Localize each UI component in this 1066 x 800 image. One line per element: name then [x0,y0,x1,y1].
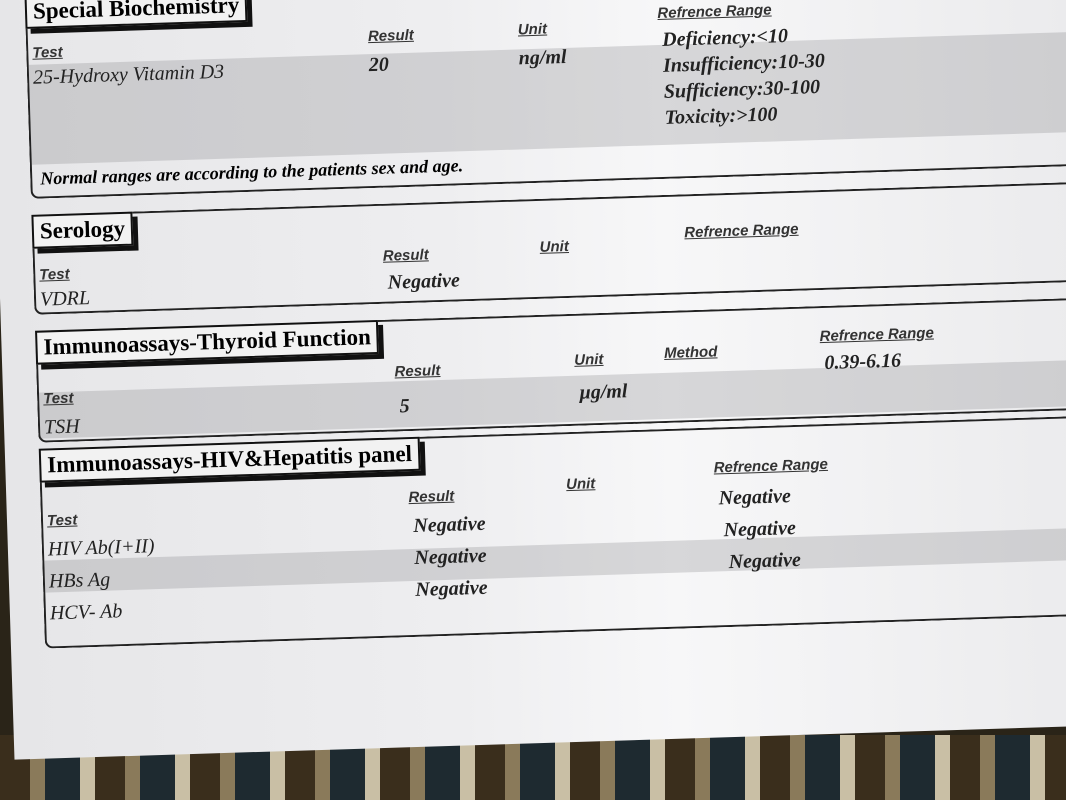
section-hiv-hepatitis-panel: Immunoassays-HIV&Hepatitis panel Test Re… [38,415,1066,649]
header-unit: Unit [565,475,596,494]
header-reference: Refrence Range [713,455,829,477]
test-result: Negative [414,544,487,569]
header-result: Result [394,362,441,381]
test-result: Negative [413,512,486,537]
row-shade [44,527,1066,593]
section-title: Special Biochemistry [24,0,248,29]
test-result: 5 [399,395,410,418]
test-reference: Negative [728,548,802,574]
header-unit: Unit [517,20,548,39]
header-test: Test [32,43,63,62]
lab-report-sheet: Special Biochemistry Test Result Unit Re… [0,0,1066,760]
reference-line: Toxicity:>100 [664,103,778,129]
header-test: Test [46,511,78,530]
test-result: Negative [387,269,461,294]
header-test: Test [42,389,74,408]
header-unit: Unit [539,237,570,256]
test-result: Negative [415,576,488,601]
test-reference: Negative [718,485,792,510]
test-name: VDRL [39,287,91,311]
header-result: Result [408,487,455,507]
test-unit: ng/ml [518,45,567,70]
header-reference: Refrence Range [819,324,935,346]
test-reference: 0.39-6.16 [824,349,902,374]
test-unit: µg/ml [578,380,628,404]
reference-line: Sufficiency:30-100 [663,75,821,103]
header-reference: Refrence Range [657,1,772,23]
header-unit: Unit [573,350,604,369]
section-title: Immunoassays-HIV&Hepatitis panel [38,436,421,483]
test-name: TSH [43,415,80,439]
header-result: Result [367,26,415,46]
header-method: Method [663,343,718,363]
test-name: HBs Ag [48,568,111,593]
header-reference: Refrence Range [684,220,799,242]
section-special-biochemistry: Special Biochemistry Test Result Unit Re… [24,0,1066,199]
header-test: Test [39,265,70,284]
test-name: HIV Ab(I+II) [47,535,155,561]
section-title: Immunoassays-Thyroid Function [35,319,380,365]
section-serology: Serology Test Result Unit Refrence Range… [31,181,1066,315]
reference-line: Deficiency:<10 [661,24,789,51]
test-reference: Negative [723,516,797,542]
header-result: Result [382,246,429,265]
test-result: 20 [368,53,390,77]
test-name: HCV- Ab [49,600,123,625]
section-title: Serology [31,211,134,249]
